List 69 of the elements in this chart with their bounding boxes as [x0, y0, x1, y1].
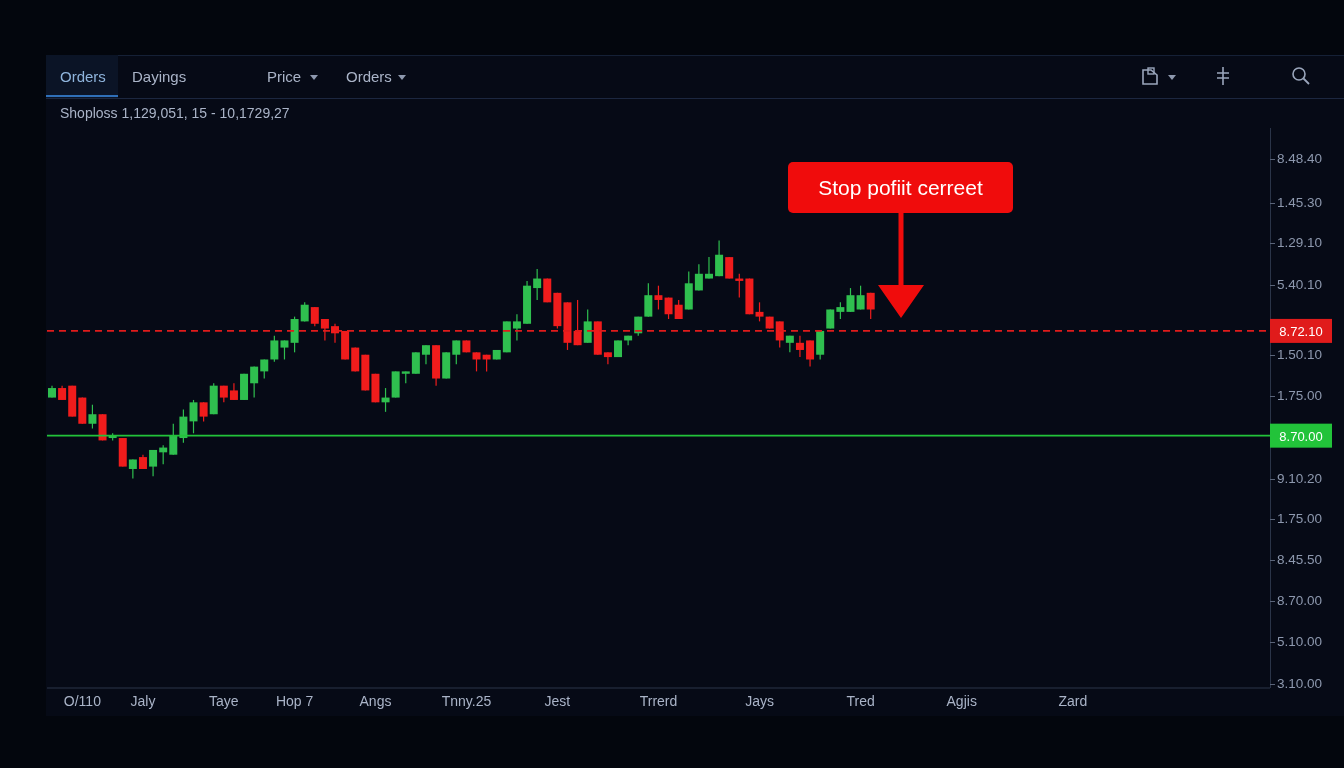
- x-tick-label: Jays: [745, 692, 774, 709]
- text: 8.45.50: [1276, 552, 1323, 567]
- candlestick: [452, 339, 461, 365]
- candlestick: [816, 330, 825, 361]
- x-tick-label: Jaly: [130, 692, 156, 709]
- candlestick: [603, 351, 612, 365]
- x-tick-label: O/110: [63, 692, 102, 709]
- text: 9.10.20: [1276, 471, 1323, 486]
- x-tick-label: Hop 7: [275, 692, 314, 709]
- candlestick: [704, 256, 713, 280]
- candlestick: [149, 449, 158, 477]
- ref-line-label: 8.70.00: [1279, 428, 1323, 444]
- text: Orders: [60, 68, 106, 85]
- candlestick: [250, 366, 259, 399]
- text: Price: [267, 68, 302, 85]
- candlestick: [310, 306, 319, 327]
- text: 1.29.10: [1276, 235, 1323, 250]
- text: 3.10.00: [1276, 676, 1323, 691]
- candlestick: [270, 335, 279, 363]
- text: 1.75.00: [1276, 511, 1323, 526]
- candlestick: [654, 285, 663, 311]
- text: 1.50.10: [1276, 347, 1323, 362]
- chart-subtitle: Shoploss 1,129,051, 15 - 10,1729,27: [60, 105, 290, 121]
- candlestick: [421, 344, 430, 365]
- candlestick: [411, 351, 420, 375]
- text: Orders: [346, 68, 392, 85]
- candlestick: [128, 458, 137, 480]
- candlestick: [573, 299, 582, 346]
- text: Dayings: [132, 68, 187, 85]
- candlestick: [533, 268, 542, 301]
- candlestick: [320, 318, 329, 342]
- text: 5.40.10: [1276, 277, 1323, 292]
- candlestick: [826, 308, 835, 330]
- x-tick-label: Tred: [846, 692, 875, 709]
- candlestick: [472, 351, 481, 372]
- candlestick: [280, 339, 289, 361]
- text: 1.75.00: [1276, 388, 1323, 403]
- text: 1.45.30: [1276, 195, 1323, 210]
- text: 8.48.40: [1276, 151, 1323, 166]
- text: 8.70.00: [1276, 593, 1323, 608]
- x-tick-label: Jest: [544, 692, 571, 709]
- x-tick-label: Zard: [1058, 692, 1088, 709]
- candlestick: [755, 301, 764, 322]
- candlestick: [169, 423, 178, 456]
- x-tick-label: Tnny.25: [441, 692, 492, 709]
- x-tick-label: Taye: [209, 692, 239, 709]
- candlestick: [583, 308, 592, 344]
- x-tick-label: Angs: [359, 692, 392, 709]
- candlestick: [189, 399, 198, 434]
- candlestick: [715, 239, 724, 277]
- candlestick: [694, 263, 703, 292]
- text: Stop pofiit cerreet: [788, 162, 1013, 213]
- candlestick: [866, 292, 875, 320]
- candlestick: [179, 408, 188, 444]
- candlestick: [199, 401, 208, 422]
- candlestick: [725, 256, 734, 280]
- candlestick: [775, 320, 784, 349]
- candlestick: [290, 316, 299, 353]
- candlestick: [644, 282, 653, 318]
- candlestick: [846, 287, 855, 313]
- x-tick-label: Agjis: [946, 692, 977, 709]
- text: 5.10.00: [1276, 634, 1323, 649]
- ref-line-label: 8.72.10: [1279, 323, 1323, 339]
- candlestick: [806, 339, 815, 368]
- x-tick-label: Trrerd: [639, 692, 678, 709]
- candlestick: [88, 404, 97, 430]
- candlestick: [512, 313, 521, 342]
- candlestick: [795, 335, 804, 358]
- candlestick: [260, 358, 269, 380]
